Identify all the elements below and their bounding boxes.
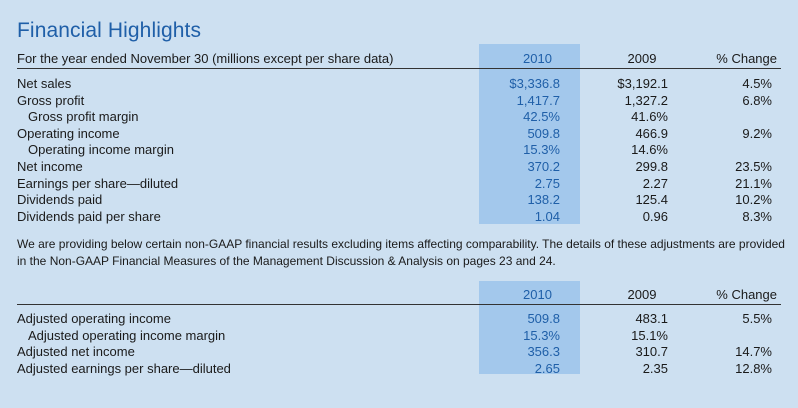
table-row: Gross profit margin 42.5% 41.6%	[17, 109, 781, 126]
row-label: Adjusted net income	[17, 344, 135, 360]
header-change: % Change	[716, 287, 777, 302]
table-row: Dividends paid per share 1.04 0.96 8.3%	[17, 209, 781, 226]
value-2010: 138.2	[527, 192, 560, 208]
header-2010: 2010	[523, 51, 552, 66]
table-row: Operating income 509.8 466.9 9.2%	[17, 126, 781, 143]
header-divider	[17, 304, 781, 305]
row-label: Net income	[17, 158, 83, 174]
value-2009: 2.35	[642, 360, 668, 376]
row-label: Earnings per share—diluted	[17, 175, 179, 191]
table-row: Dividends paid 138.2 125.4 10.2%	[17, 192, 781, 209]
table-row: Adjusted earnings per share—diluted 2.65 2…	[17, 361, 781, 378]
value-change: 12.8%	[735, 360, 772, 376]
value-change: 9.2%	[742, 125, 772, 141]
row-label: Dividends paid	[17, 192, 103, 208]
highlight-2010-column-adjusted	[479, 281, 580, 374]
header-label: For the year ended November 30 (millions…	[17, 51, 394, 66]
table-row: Net income 370.2 299.8 23.5%	[17, 159, 781, 176]
value-2010: 1.04	[534, 208, 560, 224]
value-2010: $3,336.8	[509, 76, 560, 91]
value-2010: 15.3%	[523, 327, 560, 343]
value-2009: 14.6%	[631, 142, 668, 158]
table-row: Adjusted operating income 509.8 483.1 5.5%	[17, 311, 781, 328]
table-row: Gross profit 1,417.7 1,327.2 6.8%	[17, 93, 781, 110]
table-row: Adjusted operating income margin 15.3% 15.…	[17, 328, 781, 345]
table-row: Net sales $3,336.8 $3,192.1 4.5%	[17, 76, 781, 93]
value-2009: 2.27	[642, 175, 668, 191]
value-change: 23.5%	[735, 158, 772, 174]
row-label: Gross profit margin	[28, 109, 139, 125]
value-2009: 299.8	[635, 158, 668, 174]
header-2009: 2009	[627, 287, 657, 302]
row-label: Dividends paid per share	[17, 208, 161, 224]
value-2010: 509.8	[527, 311, 560, 326]
value-change: 6.8%	[742, 92, 772, 108]
table-header: For the year ended November 30 (millions…	[17, 50, 781, 67]
value-change: 8.3%	[742, 208, 772, 224]
adjusted-results-table: 2010 2009 % Change Adjusted operating in…	[17, 286, 781, 377]
value-2009: 0.96	[642, 208, 668, 224]
non-gaap-note: We are providing below certain non-GAAP …	[17, 237, 785, 268]
financial-highlights-table: For the year ended November 30 (millions…	[17, 50, 781, 225]
value-2009: $3,192.1	[617, 76, 668, 91]
value-2010: 2.65	[534, 360, 560, 376]
header-divider	[17, 68, 781, 69]
value-2009: 125.4	[635, 192, 668, 208]
row-label: Gross profit	[17, 92, 85, 108]
table-row: Earnings per share—diluted 2.75 2.27 21.1%	[17, 176, 781, 193]
row-label: Adjusted earnings per share—diluted	[17, 360, 231, 376]
value-2009: 1,327.2	[624, 92, 668, 108]
row-label: Net sales	[17, 76, 72, 91]
row-label: Operating income	[17, 125, 120, 141]
value-2010: 370.2	[527, 158, 560, 174]
value-change: 5.5%	[742, 311, 772, 326]
value-2009: 41.6%	[631, 109, 668, 125]
header-change: % Change	[716, 51, 777, 66]
value-2009: 15.1%	[631, 327, 668, 343]
value-2010: 356.3	[527, 344, 560, 360]
table-header: 2010 2009 % Change	[17, 286, 781, 303]
value-change: 10.2%	[735, 192, 772, 208]
value-2010: 42.5%	[523, 109, 560, 125]
value-2009: 466.9	[635, 125, 668, 141]
value-2010: 2.75	[534, 175, 560, 191]
value-2010: 15.3%	[523, 142, 560, 158]
row-label: Adjusted operating income margin	[28, 327, 226, 343]
row-label: Operating income margin	[28, 142, 174, 158]
value-change: 21.1%	[735, 175, 772, 191]
header-2009: 2009	[627, 51, 657, 66]
table-row: Adjusted net income 356.3 310.7 14.7%	[17, 344, 781, 361]
value-2010: 509.8	[527, 125, 560, 141]
highlight-2010-column	[479, 44, 580, 224]
table-row: Operating income margin 15.3% 14.6%	[17, 142, 781, 159]
value-change: 4.5%	[742, 76, 772, 91]
row-label: Adjusted operating income	[17, 311, 171, 326]
page-title: Financial Highlights	[17, 19, 202, 42]
value-2009: 310.7	[635, 344, 668, 360]
value-change: 14.7%	[735, 344, 772, 360]
value-2010: 1,417.7	[516, 92, 560, 108]
header-2010: 2010	[523, 287, 552, 302]
value-2009: 483.1	[635, 311, 668, 326]
